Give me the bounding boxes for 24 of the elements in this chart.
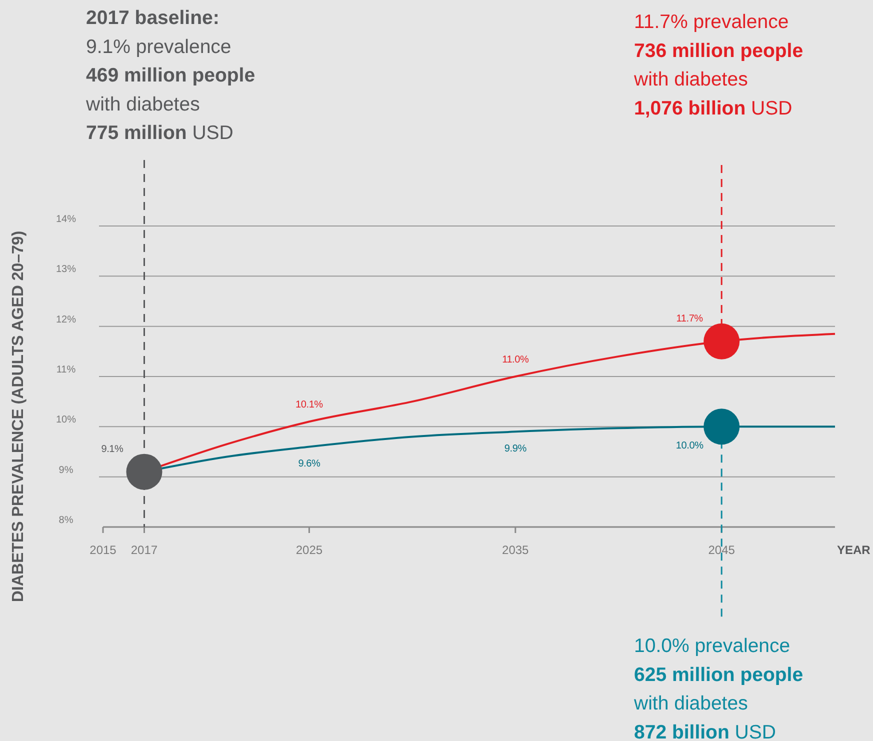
text: 10.0% prevalence 625 million people with diabetes 872 billion USD — [633, 635, 804, 741]
y-tick-label: 9% — [58, 464, 74, 476]
data-label: 9.9% — [504, 444, 527, 455]
data-label: 9.1% — [101, 444, 124, 455]
y-tick-label: 8% — [58, 515, 74, 526]
x-tick-label: 2017 — [130, 543, 158, 557]
y-tick-label: 11% — [56, 364, 76, 376]
text: 2017 baseline: 9.1% prevalence 469 million people with diabetes 775 million USD — [85, 7, 256, 144]
y-tick-label: 13% — [56, 264, 76, 276]
text: 11.7% prevalence 736 million people with diabetes 1,076 billion USD — [633, 11, 804, 120]
y-axis-title: DIABETES PREVALENCE (ADULTS AGED 20–79) — [10, 230, 27, 602]
data-label: 10.1% — [296, 400, 324, 411]
x-tick-label: 2025 — [296, 543, 323, 557]
y-tick-label: 12% — [56, 314, 76, 326]
x-axis-title: YEAR — [837, 543, 871, 557]
data-label: 11.0% — [502, 354, 530, 366]
y-tick-label: 14% — [56, 214, 76, 225]
x-tick-label: 2035 — [502, 543, 530, 557]
x-tick-label: 2045 — [708, 543, 736, 557]
y-tick-label: 10% — [56, 414, 76, 426]
data-label: 9.6% — [298, 458, 320, 470]
data-label: 10.0% — [676, 440, 704, 452]
x-tick-label: 2015 — [90, 543, 117, 557]
data-label: 11.7% — [676, 313, 704, 324]
